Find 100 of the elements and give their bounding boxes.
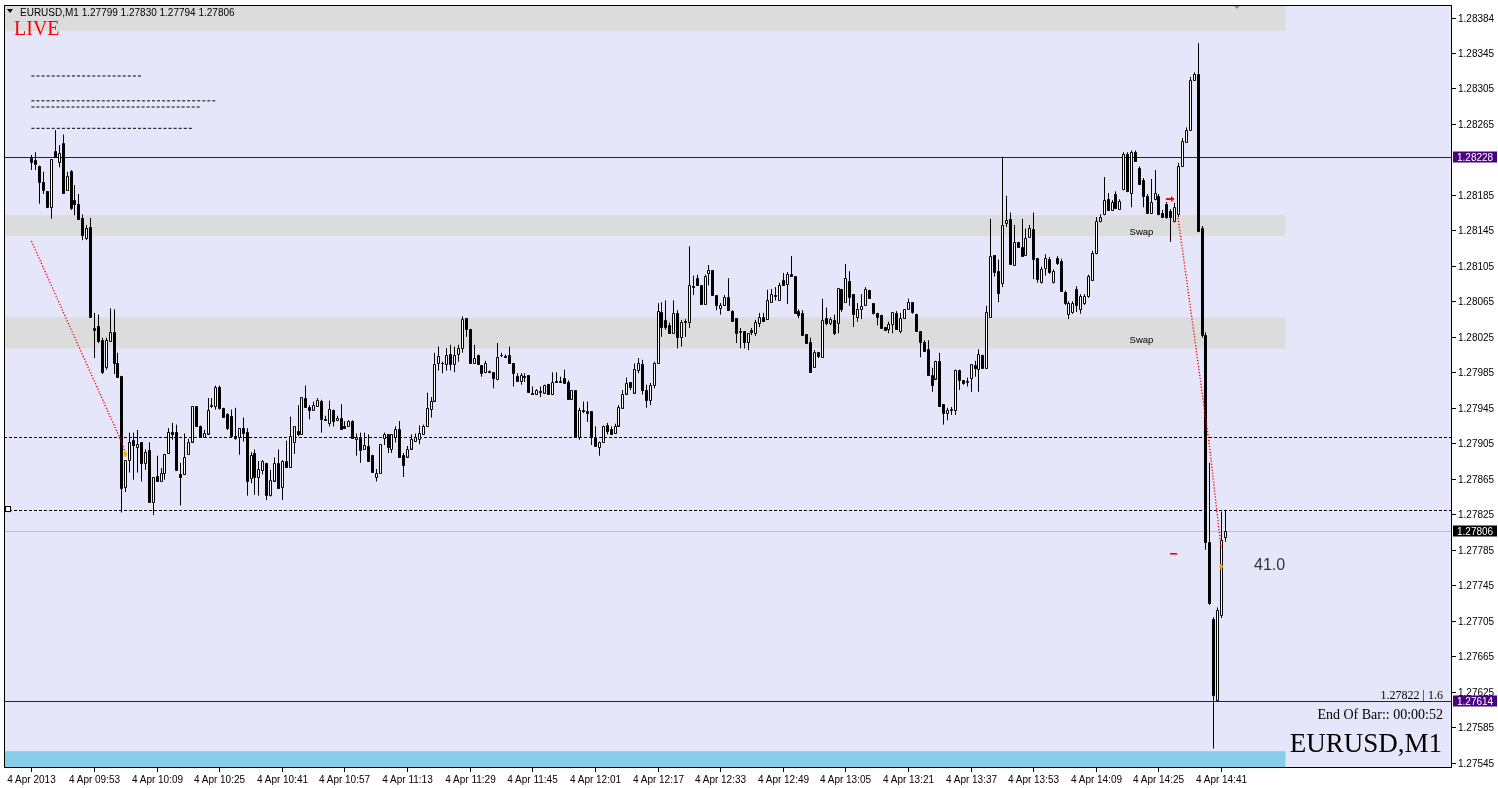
candlestick [214, 385, 217, 411]
ref-line-label: 1.28228 [1457, 151, 1494, 163]
x-tick-label: 4 Apr 12:49 [757, 773, 810, 785]
candlestick [774, 286, 777, 301]
x-tick-label: 4 Apr 13:53 [1007, 773, 1060, 785]
candlestick [253, 448, 256, 496]
candlestick [954, 369, 957, 416]
candlestick [449, 344, 452, 372]
candlestick [520, 372, 523, 386]
y-tick-label: 1.27665 [1458, 651, 1495, 662]
candlestick [543, 384, 546, 394]
candlestick [531, 386, 534, 395]
candlestick [207, 397, 210, 435]
candlestick [516, 372, 519, 383]
y-tick-label: 1.28345 [1458, 48, 1495, 59]
candlestick [766, 289, 769, 320]
ref-line-label: 1.27806 [1457, 525, 1494, 537]
candlestick [50, 158, 53, 220]
y-tick-label: 1.27985 [1458, 367, 1495, 378]
y-tick-label: 1.28384 [1458, 13, 1495, 24]
candlestick [320, 399, 323, 434]
candlestick [860, 293, 863, 320]
x-tick-label: 4 Apr 12:17 [632, 773, 685, 785]
y-tick-label: 1.28025 [1458, 332, 1495, 343]
x-tick-label: 4 Apr 13:21 [882, 773, 935, 785]
y-tick-label: 1.27865 [1458, 474, 1495, 485]
candlestick [539, 386, 542, 398]
annotation: 41.0 [1254, 556, 1286, 573]
x-tick-label: 4 Apr 12:01 [569, 773, 622, 785]
x-tick-label: 4 Apr 09:53 [68, 773, 121, 785]
candlestick [328, 400, 331, 427]
candlestick [743, 330, 746, 349]
y-tick-label: 1.27625 [1458, 687, 1495, 698]
y-tick-label: 1.28305 [1458, 83, 1495, 94]
candlestick [113, 308, 116, 375]
x-tick-label: 4 Apr 10:41 [256, 773, 309, 785]
candlestick [453, 346, 456, 373]
annotation: End Of Bar:: 00:00:52 [1317, 707, 1443, 722]
candlestick [30, 154, 33, 171]
candlestick [1114, 190, 1117, 210]
y-tick-label: 1.28265 [1458, 119, 1495, 130]
x-tick-label: 4 Apr 10:25 [193, 773, 246, 785]
candlestick [574, 389, 577, 438]
y-tick-label: 1.27905 [1458, 438, 1495, 449]
annotation: LIVE [14, 17, 60, 39]
y-tick-label: 1.27945 [1458, 403, 1495, 414]
candlestick [837, 287, 840, 334]
candlestick [1044, 253, 1047, 277]
candlestick [747, 332, 750, 351]
candlestick [89, 217, 92, 318]
candlestick [1122, 151, 1125, 191]
x-tick-label: 4 Apr 13:05 [819, 773, 872, 785]
candlestick [437, 346, 440, 372]
candlestick [38, 165, 41, 205]
candlestick [809, 337, 812, 373]
candlestick [727, 277, 730, 311]
candlestick [62, 134, 65, 194]
y-tick-label: 1.27545 [1458, 758, 1495, 769]
candlestick [633, 362, 636, 394]
candlestick [977, 348, 980, 393]
y-tick-label: 1.27825 [1458, 509, 1495, 520]
candlestick [880, 314, 883, 330]
candlestick [864, 286, 867, 306]
candlestick [1032, 212, 1035, 280]
candlestick [1075, 285, 1078, 313]
y-tick-label: 1.27585 [1458, 722, 1495, 733]
y-tick-label: 1.27705 [1458, 616, 1495, 627]
y-tick-label: 1.28145 [1458, 225, 1495, 236]
y-tick-label: 1.27745 [1458, 580, 1495, 591]
chart-title: EURUSD,M1 1.27799 1.27830 1.27794 1.27806 [20, 6, 236, 18]
y-tick-label: 1.28065 [1458, 296, 1495, 307]
x-tick-label: 4 Apr 11:13 [382, 773, 434, 785]
candlestick [34, 151, 37, 171]
x-tick-label: 4 Apr 12:33 [694, 773, 747, 785]
candlestick [265, 462, 268, 501]
y-tick-label: 1.28185 [1458, 190, 1495, 201]
band-label: Swap [1129, 333, 1154, 345]
annotation: EURUSD,M1 [1289, 728, 1442, 758]
x-tick-label: 4 Apr 14:09 [1070, 773, 1123, 785]
candlestick [610, 425, 613, 435]
candlestick [891, 311, 894, 334]
x-tick-label: 4 Apr 11:45 [507, 773, 559, 785]
candlestick [93, 312, 96, 359]
candlestick [1060, 258, 1063, 293]
x-tick-label: 4 Apr 11:29 [445, 773, 497, 785]
x-tick-label: 4 Apr 14:25 [1132, 773, 1185, 785]
candlestick [895, 310, 898, 330]
candlestick [1150, 178, 1153, 214]
candlestick [551, 371, 554, 395]
x-tick-label: 4 Apr 14:41 [1195, 773, 1248, 785]
y-tick-label: 1.28105 [1458, 261, 1495, 272]
x-tick-label: 4 Apr 2013 [7, 773, 57, 785]
candlestick [480, 364, 483, 378]
ref-line-label: 1.27614 [1457, 695, 1494, 707]
candlestick [535, 388, 538, 395]
candlestick [445, 347, 448, 372]
y-tick-label: 1.27785 [1458, 545, 1495, 556]
candlestick [946, 407, 949, 421]
candlestick [1130, 150, 1133, 208]
candlestick [970, 363, 973, 393]
